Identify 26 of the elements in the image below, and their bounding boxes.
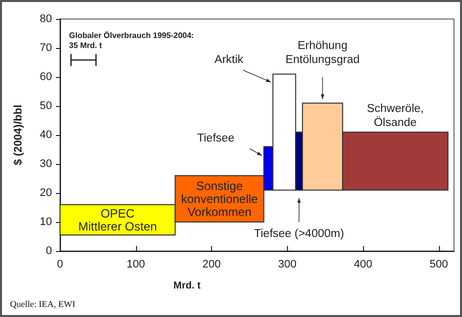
- x-tick-label: 500: [430, 258, 448, 270]
- y-tick-label: 0: [46, 245, 52, 257]
- y-tick-label: 20: [40, 187, 52, 199]
- y-tick-label: 70: [40, 42, 52, 54]
- x-tick-label: 100: [126, 258, 145, 270]
- source-note: Quelle: IEA, EWI: [10, 299, 76, 309]
- annotation: Globaler Ölverbrauch 1995-2004: 35 Mrd. t: [69, 31, 194, 51]
- category-label: OPEC Mittlerer Osten: [78, 206, 157, 234]
- x-tick-label: 300: [278, 258, 296, 270]
- x-tick-label: 0: [56, 258, 64, 270]
- category-label: Sonstige konventionelle Vorkommen: [181, 178, 258, 219]
- category-label: Schweröle, Ölsande: [366, 103, 424, 130]
- y-tick-label: 40: [40, 129, 52, 141]
- category-label: Arktik: [214, 54, 244, 66]
- category-label: Erhöhung Entölungsgrad: [285, 40, 360, 66]
- x-axis-title: Mrd. t: [173, 280, 202, 292]
- y-axis-title: $ (2004)/bbl: [12, 104, 24, 166]
- y-tick-label: 80: [40, 13, 52, 25]
- y-tick-label: 10: [40, 216, 52, 228]
- category-label: Tiefsee: [197, 132, 234, 145]
- x-tick-label: 200: [202, 258, 221, 270]
- y-tick-label: 50: [40, 100, 52, 112]
- category-label: Tiefsee (>4000m): [254, 228, 344, 240]
- y-tick-label: 30: [40, 158, 52, 170]
- x-tick-label: 400: [354, 258, 372, 270]
- y-tick-label: 60: [40, 71, 52, 83]
